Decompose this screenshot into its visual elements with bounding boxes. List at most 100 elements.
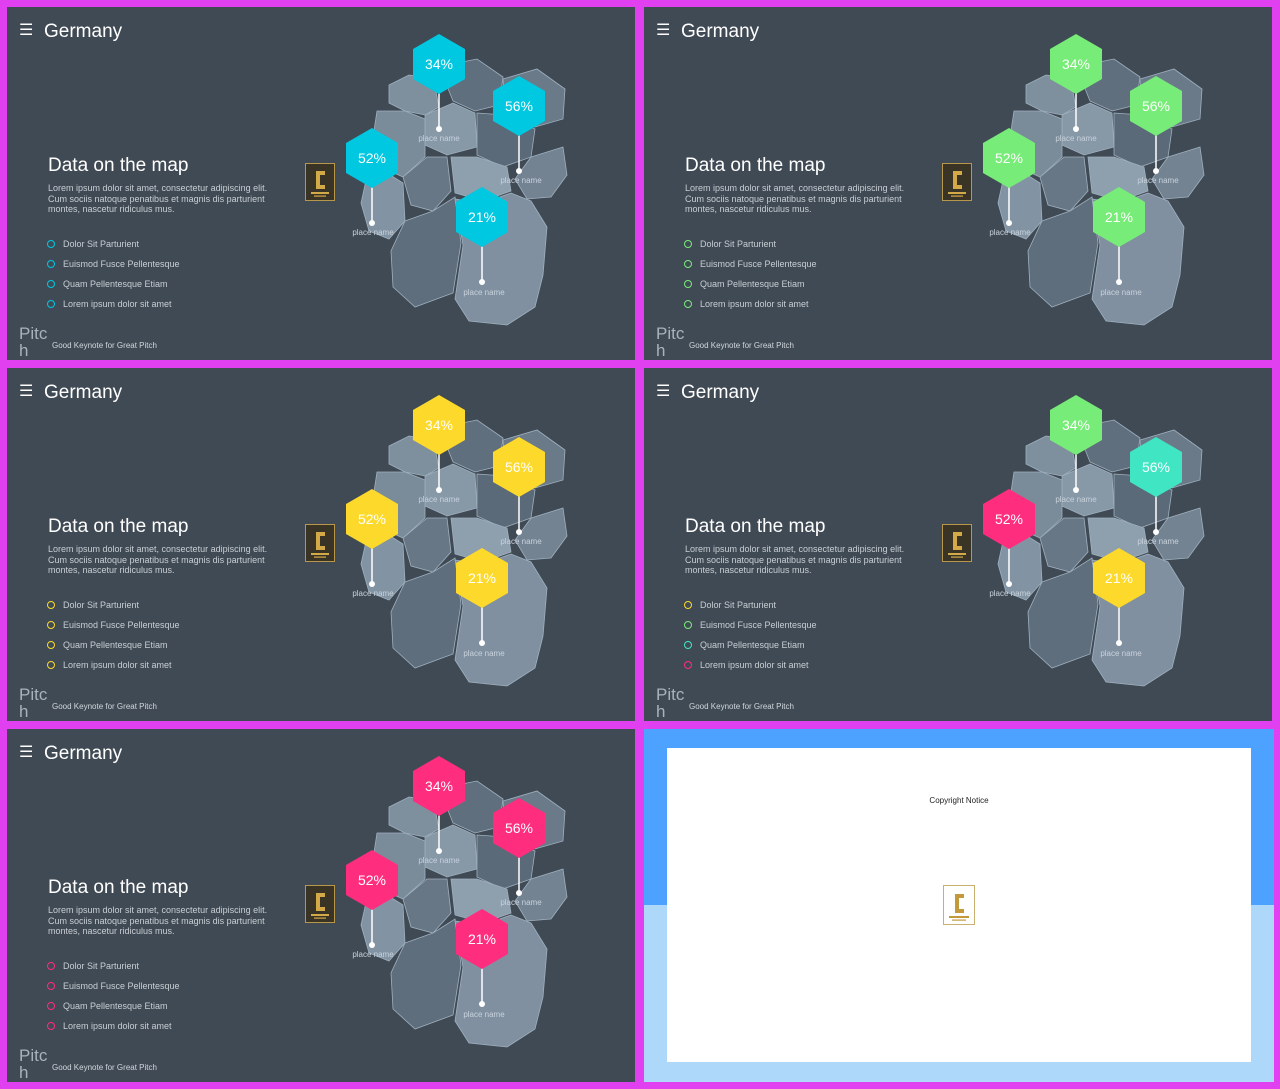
list-item: Lorem ipsum dolor sit amet [47, 1016, 180, 1036]
list-item: Quam Pellentesque Etiam [47, 996, 180, 1016]
bullet-label: Quam Pellentesque Etiam [700, 279, 805, 289]
pin-hexagon [493, 76, 545, 136]
brand-wordmark: Pitch [19, 324, 48, 360]
pin-value: 34% [1062, 417, 1090, 433]
ring-bullet-icon [47, 641, 55, 649]
slide-title: Germany [681, 21, 760, 42]
pin-hexagon [456, 187, 508, 247]
hamburger-menu-icon[interactable]: ☰ [19, 22, 34, 39]
bullet-label: Quam Pellentesque Etiam [63, 1001, 168, 1011]
pin-hexagon [983, 489, 1035, 549]
bullet-label: Quam Pellentesque Etiam [700, 640, 805, 650]
ring-bullet-icon [47, 1022, 55, 1030]
pin-value: 56% [1142, 459, 1170, 475]
pin-label: place name [352, 589, 394, 598]
bullet-label: Dolor Sit Parturient [700, 239, 777, 249]
map-pin: 34% place name [1050, 395, 1102, 504]
pin-label: place name [1100, 288, 1142, 297]
bullet-label: Lorem ipsum dolor sit amet [700, 660, 809, 670]
ring-bullet-icon [684, 240, 692, 248]
list-item: Dolor Sit Parturient [47, 234, 180, 254]
hamburger-menu-icon[interactable]: ☰ [656, 383, 671, 400]
brand-wordmark: Pitch [19, 1046, 48, 1082]
map-pin: 21% place name [456, 187, 508, 297]
pin-value: 56% [505, 459, 533, 475]
map-region [450, 517, 512, 563]
pin-value: 52% [995, 511, 1023, 527]
ring-bullet-icon [47, 661, 55, 669]
pin-value: 34% [425, 417, 453, 433]
pin-dot [1153, 168, 1159, 174]
pin-hexagon [346, 850, 398, 910]
list-item: Quam Pellentesque Etiam [684, 274, 817, 294]
bullet-label: Euismod Fusce Pellentesque [63, 981, 180, 991]
pin-hexagon [983, 128, 1035, 188]
pin-dot [516, 168, 522, 174]
pin-label: place name [352, 950, 394, 959]
map-region [450, 156, 512, 202]
hamburger-menu-icon[interactable]: ☰ [19, 744, 34, 761]
bullet-label: Lorem ipsum dolor sit amet [63, 1021, 172, 1031]
ring-bullet-icon [684, 280, 692, 288]
ring-bullet-icon [47, 280, 55, 288]
pin-value: 56% [505, 820, 533, 836]
bullet-label: Dolor Sit Parturient [700, 600, 777, 610]
hamburger-menu-icon[interactable]: ☰ [656, 22, 671, 39]
slide: 34% place name 56% place name 52% place name 2… [7, 368, 635, 721]
ring-bullet-icon [684, 300, 692, 308]
pin-dot [436, 126, 442, 132]
pin-value: 21% [468, 209, 496, 225]
map-pin: 34% place name [1050, 34, 1102, 143]
pin-label: place name [463, 288, 505, 297]
pin-value: 21% [1105, 570, 1133, 586]
list-item: Quam Pellentesque Etiam [684, 635, 817, 655]
map-region [390, 196, 462, 308]
hamburger-menu-icon[interactable]: ☰ [19, 383, 34, 400]
pin-label: place name [418, 495, 460, 504]
contents-logo-icon [942, 163, 972, 201]
slide-title: Germany [681, 382, 760, 403]
pin-value: 56% [1142, 98, 1170, 114]
bullet-list: Dolor Sit Parturient Euismod Fusce Pellen… [47, 956, 180, 1036]
ring-bullet-icon [47, 1002, 55, 1010]
list-item: Lorem ipsum dolor sit amet [47, 294, 180, 314]
pin-dot [479, 640, 485, 646]
map-region [390, 918, 462, 1030]
map-pin: 52% place name [983, 128, 1035, 237]
pin-hexagon [493, 437, 545, 497]
pin-label: place name [352, 228, 394, 237]
copyright-title: Copyright Notice [929, 796, 989, 805]
pin-hexagon [413, 395, 465, 455]
pin-value: 34% [1062, 56, 1090, 72]
list-item: Dolor Sit Parturient [684, 234, 817, 254]
tagline: Good Keynote for Great Pitch [52, 702, 157, 711]
pin-label: place name [1137, 176, 1179, 185]
bullet-label: Dolor Sit Parturient [63, 600, 140, 610]
map-pin: 34% place name [413, 756, 465, 865]
pin-value: 52% [358, 511, 386, 527]
bullet-label: Lorem ipsum dolor sit amet [700, 299, 809, 309]
list-item: Dolor Sit Parturient [47, 956, 180, 976]
pin-hexagon [413, 34, 465, 94]
bullet-label: Euismod Fusce Pellentesque [700, 620, 817, 630]
slide-title: Germany [44, 21, 123, 42]
contents-logo-icon [305, 163, 335, 201]
pin-label: place name [418, 134, 460, 143]
pin-dot [1116, 279, 1122, 285]
list-item: Dolor Sit Parturient [47, 595, 180, 615]
list-item: Euismod Fusce Pellentesque [684, 615, 817, 635]
slide-title: Germany [44, 382, 123, 403]
pin-dot [516, 529, 522, 535]
pin-label: place name [500, 176, 542, 185]
pin-hexagon [493, 798, 545, 858]
pin-label: place name [1100, 649, 1142, 658]
tagline: Good Keynote for Great Pitch [689, 341, 794, 350]
pin-dot [1006, 581, 1012, 587]
bullet-label: Euismod Fusce Pellentesque [63, 620, 180, 630]
pin-dot [1153, 529, 1159, 535]
bullet-label: Dolor Sit Parturient [63, 239, 140, 249]
bullet-list: Dolor Sit Parturient Euismod Fusce Pellen… [47, 234, 180, 314]
